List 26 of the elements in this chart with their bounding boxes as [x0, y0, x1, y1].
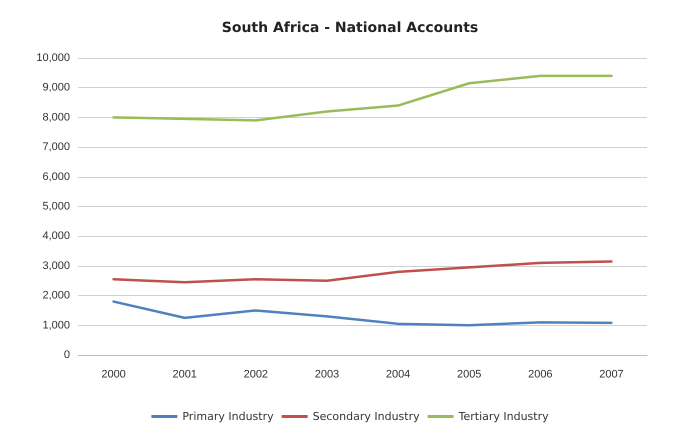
- x-tick-label: 2007: [599, 368, 624, 380]
- x-tick-label: 2001: [172, 368, 197, 380]
- y-tick-label: 7,000: [42, 141, 70, 154]
- legend-label: Primary Industry: [182, 410, 274, 423]
- y-tick-label: 8,000: [42, 111, 70, 124]
- x-tick-label: 2005: [456, 368, 482, 380]
- line-series: [112, 300, 613, 327]
- y-tick-label: 3,000: [42, 260, 70, 272]
- legend-label: Secondary Industry: [312, 410, 420, 423]
- x-tick-label: 2004: [386, 368, 410, 380]
- y-tick-label: 1,000: [42, 319, 70, 332]
- x-tick-label: 2003: [314, 368, 340, 380]
- y-tick-label: 6,000: [42, 170, 70, 183]
- x-tick-label: 2000: [101, 368, 126, 380]
- y-tick-label: 10,000: [36, 52, 70, 64]
- y-tick-label: 4,000: [42, 230, 70, 242]
- x-tick-label: 2002: [244, 368, 268, 380]
- y-tick-label: 0: [64, 349, 70, 361]
- legend-label: Tertiary Industry: [458, 410, 550, 423]
- chart-title: South Africa - National Accounts: [222, 20, 478, 36]
- line-series: [112, 74, 613, 122]
- line-series: [112, 260, 613, 284]
- y-tick-label: 5,000: [42, 200, 70, 212]
- x-tick-label: 2006: [528, 368, 553, 380]
- y-tick-label: 2,000: [42, 290, 70, 302]
- y-tick-label: 9,000: [42, 82, 70, 94]
